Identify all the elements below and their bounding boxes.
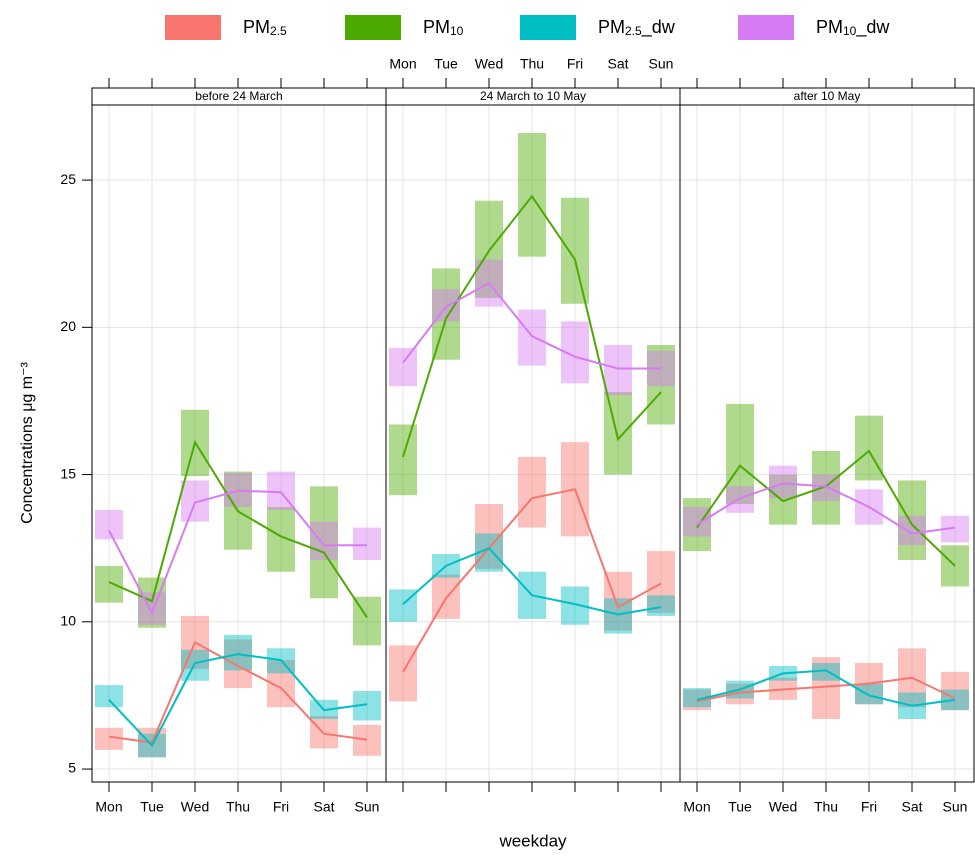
ci-box (812, 663, 840, 681)
x-tick-label: Tue (728, 799, 752, 815)
ci-box (353, 527, 381, 560)
x-tick-label: Thu (814, 799, 838, 815)
line (108, 653, 368, 748)
x-tick-label-top: Sat (607, 56, 628, 72)
ci-box (683, 688, 711, 708)
ci-box (647, 595, 675, 616)
ci-box (389, 424, 417, 496)
ci-box (95, 685, 123, 708)
ci-box (95, 727, 123, 750)
y-tick-label: 15 (60, 465, 76, 481)
ci-box (898, 515, 926, 546)
legend-swatch (520, 15, 576, 40)
ci-box (95, 509, 123, 540)
ci-box (647, 344, 675, 425)
ci-box (941, 671, 969, 711)
line (108, 439, 368, 618)
ci-box (604, 392, 632, 475)
y-tick-label: 20 (60, 318, 76, 334)
ci-box (310, 716, 338, 749)
ci-box (389, 347, 417, 387)
ci-box (726, 486, 754, 513)
x-tick-label: Mon (683, 799, 710, 815)
ci-box (224, 639, 252, 689)
frames: before 24 March 24 March to 10 May after 1… (91, 87, 975, 783)
legend-label: PM2.5 (243, 17, 287, 38)
y-tick-label: 5 (68, 760, 76, 776)
legend-swatch (738, 15, 794, 40)
ci-box (604, 598, 632, 634)
y-tick-label: 25 (60, 171, 76, 187)
ci-box (432, 268, 460, 360)
grid (92, 105, 974, 782)
panel-title: 24 March to 10 May (480, 89, 586, 103)
x-tick-label: Sun (943, 799, 968, 815)
ci-box (855, 415, 883, 481)
ci-box (647, 551, 675, 613)
legend-label: PM10 (423, 17, 464, 38)
ci-box (604, 344, 632, 396)
ci-box (726, 403, 754, 505)
ci-box (518, 309, 546, 366)
x-tick-label: Sat (313, 799, 334, 815)
ci-box (181, 480, 209, 522)
y-tick-label: 10 (60, 613, 76, 629)
ci-box (726, 683, 754, 705)
marks (95, 132, 969, 758)
x-tick-label: Mon (95, 799, 122, 815)
x-tick-label-top: Tue (434, 56, 458, 72)
legend-label: PM10_dw (816, 17, 890, 38)
line (402, 546, 662, 616)
y-axis-label: Concentrations μg m⁻³ (19, 361, 36, 523)
ci-box (855, 683, 883, 705)
x-tick-label: Wed (181, 799, 210, 815)
x-axis-label: weekday (498, 831, 567, 850)
x-tick-label: Sat (901, 799, 922, 815)
legend-swatch (165, 15, 221, 40)
line (696, 676, 956, 703)
panel-frame (679, 104, 975, 783)
line (402, 488, 662, 673)
ci-box (518, 456, 546, 528)
ci-box (898, 480, 926, 560)
panel-title: before 24 March (195, 89, 282, 103)
x-tick-label: Wed (769, 799, 798, 815)
x-tick-label: Fri (861, 799, 877, 815)
ci-box (812, 451, 840, 525)
line (696, 669, 956, 707)
legend-label: PM2.5_dw (598, 17, 676, 38)
ci-box (138, 577, 166, 628)
x-tick-label: Sun (355, 799, 380, 815)
x-tick-label-top: Mon (389, 56, 416, 72)
ci-box (353, 724, 381, 756)
ci-box (683, 506, 711, 537)
ci-box (561, 197, 589, 304)
line (402, 194, 662, 458)
ci-box (224, 635, 252, 671)
ci-box (95, 565, 123, 603)
x-tick-label-top: Thu (520, 56, 544, 72)
x-tick-label: Fri (273, 799, 289, 815)
line (696, 482, 956, 535)
x-tick-label: Tue (140, 799, 164, 815)
line (108, 641, 368, 744)
x-tick-label-top: Sun (649, 56, 674, 72)
ci-box (432, 289, 460, 322)
legend-swatch (345, 15, 401, 40)
line (402, 281, 661, 370)
x-tick-label: Thu (226, 799, 250, 815)
panel-title: after 10 May (794, 89, 861, 103)
line (108, 489, 367, 616)
x-tick-label-top: Fri (567, 56, 583, 72)
x-tick-label-top: Wed (475, 56, 504, 72)
ci-box (310, 486, 338, 599)
